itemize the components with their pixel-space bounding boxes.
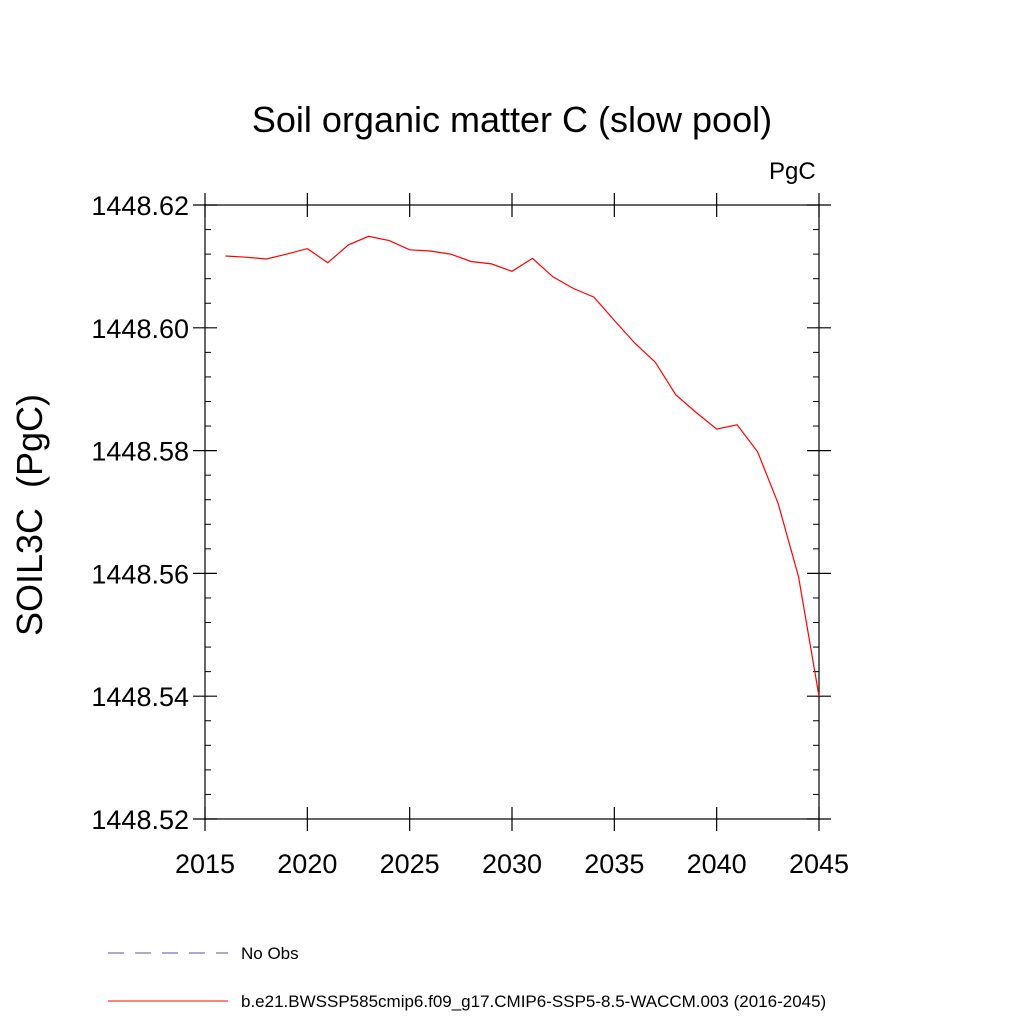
units-label: PgC bbox=[769, 158, 816, 185]
x-tick-label: 2045 bbox=[789, 849, 849, 879]
legend-label: b.e21.BWSSP585cmip6.f09_g17.CMIP6-SSP5-8… bbox=[241, 992, 826, 1011]
series-lines bbox=[225, 235, 820, 697]
y-tick-label: 1448.58 bbox=[91, 437, 189, 467]
legend-label: No Obs bbox=[241, 944, 299, 963]
x-tick-label: 2025 bbox=[380, 849, 440, 879]
x-tick-labels: 2015 2020 2025 2030 2035 2040 2045 bbox=[175, 849, 849, 879]
y-tick-label: 1448.54 bbox=[91, 682, 189, 712]
x-tick-label: 2015 bbox=[175, 849, 235, 879]
series-line bbox=[225, 235, 820, 697]
y-tick-label: 1448.62 bbox=[91, 191, 189, 221]
y-tick-labels: 1448.52 1448.54 1448.56 1448.58 1448.60 1448.… bbox=[91, 191, 189, 835]
x-tick-label: 2020 bbox=[277, 849, 337, 879]
x-tick-label: 2035 bbox=[584, 849, 644, 879]
x-tick-label: 2030 bbox=[482, 849, 542, 879]
y-tick-label: 1448.60 bbox=[91, 314, 189, 344]
y-tick-label: 1448.52 bbox=[91, 805, 189, 835]
axis-ticks bbox=[193, 193, 831, 831]
x-tick-label: 2040 bbox=[687, 849, 747, 879]
legend: No Obs b.e21.BWSSP585cmip6.f09_g17.CMIP6-… bbox=[108, 944, 826, 1011]
chart-title: Soil organic matter C (slow pool) bbox=[251, 99, 773, 140]
y-tick-label: 1448.56 bbox=[91, 559, 189, 589]
plot-frame bbox=[204, 204, 820, 820]
